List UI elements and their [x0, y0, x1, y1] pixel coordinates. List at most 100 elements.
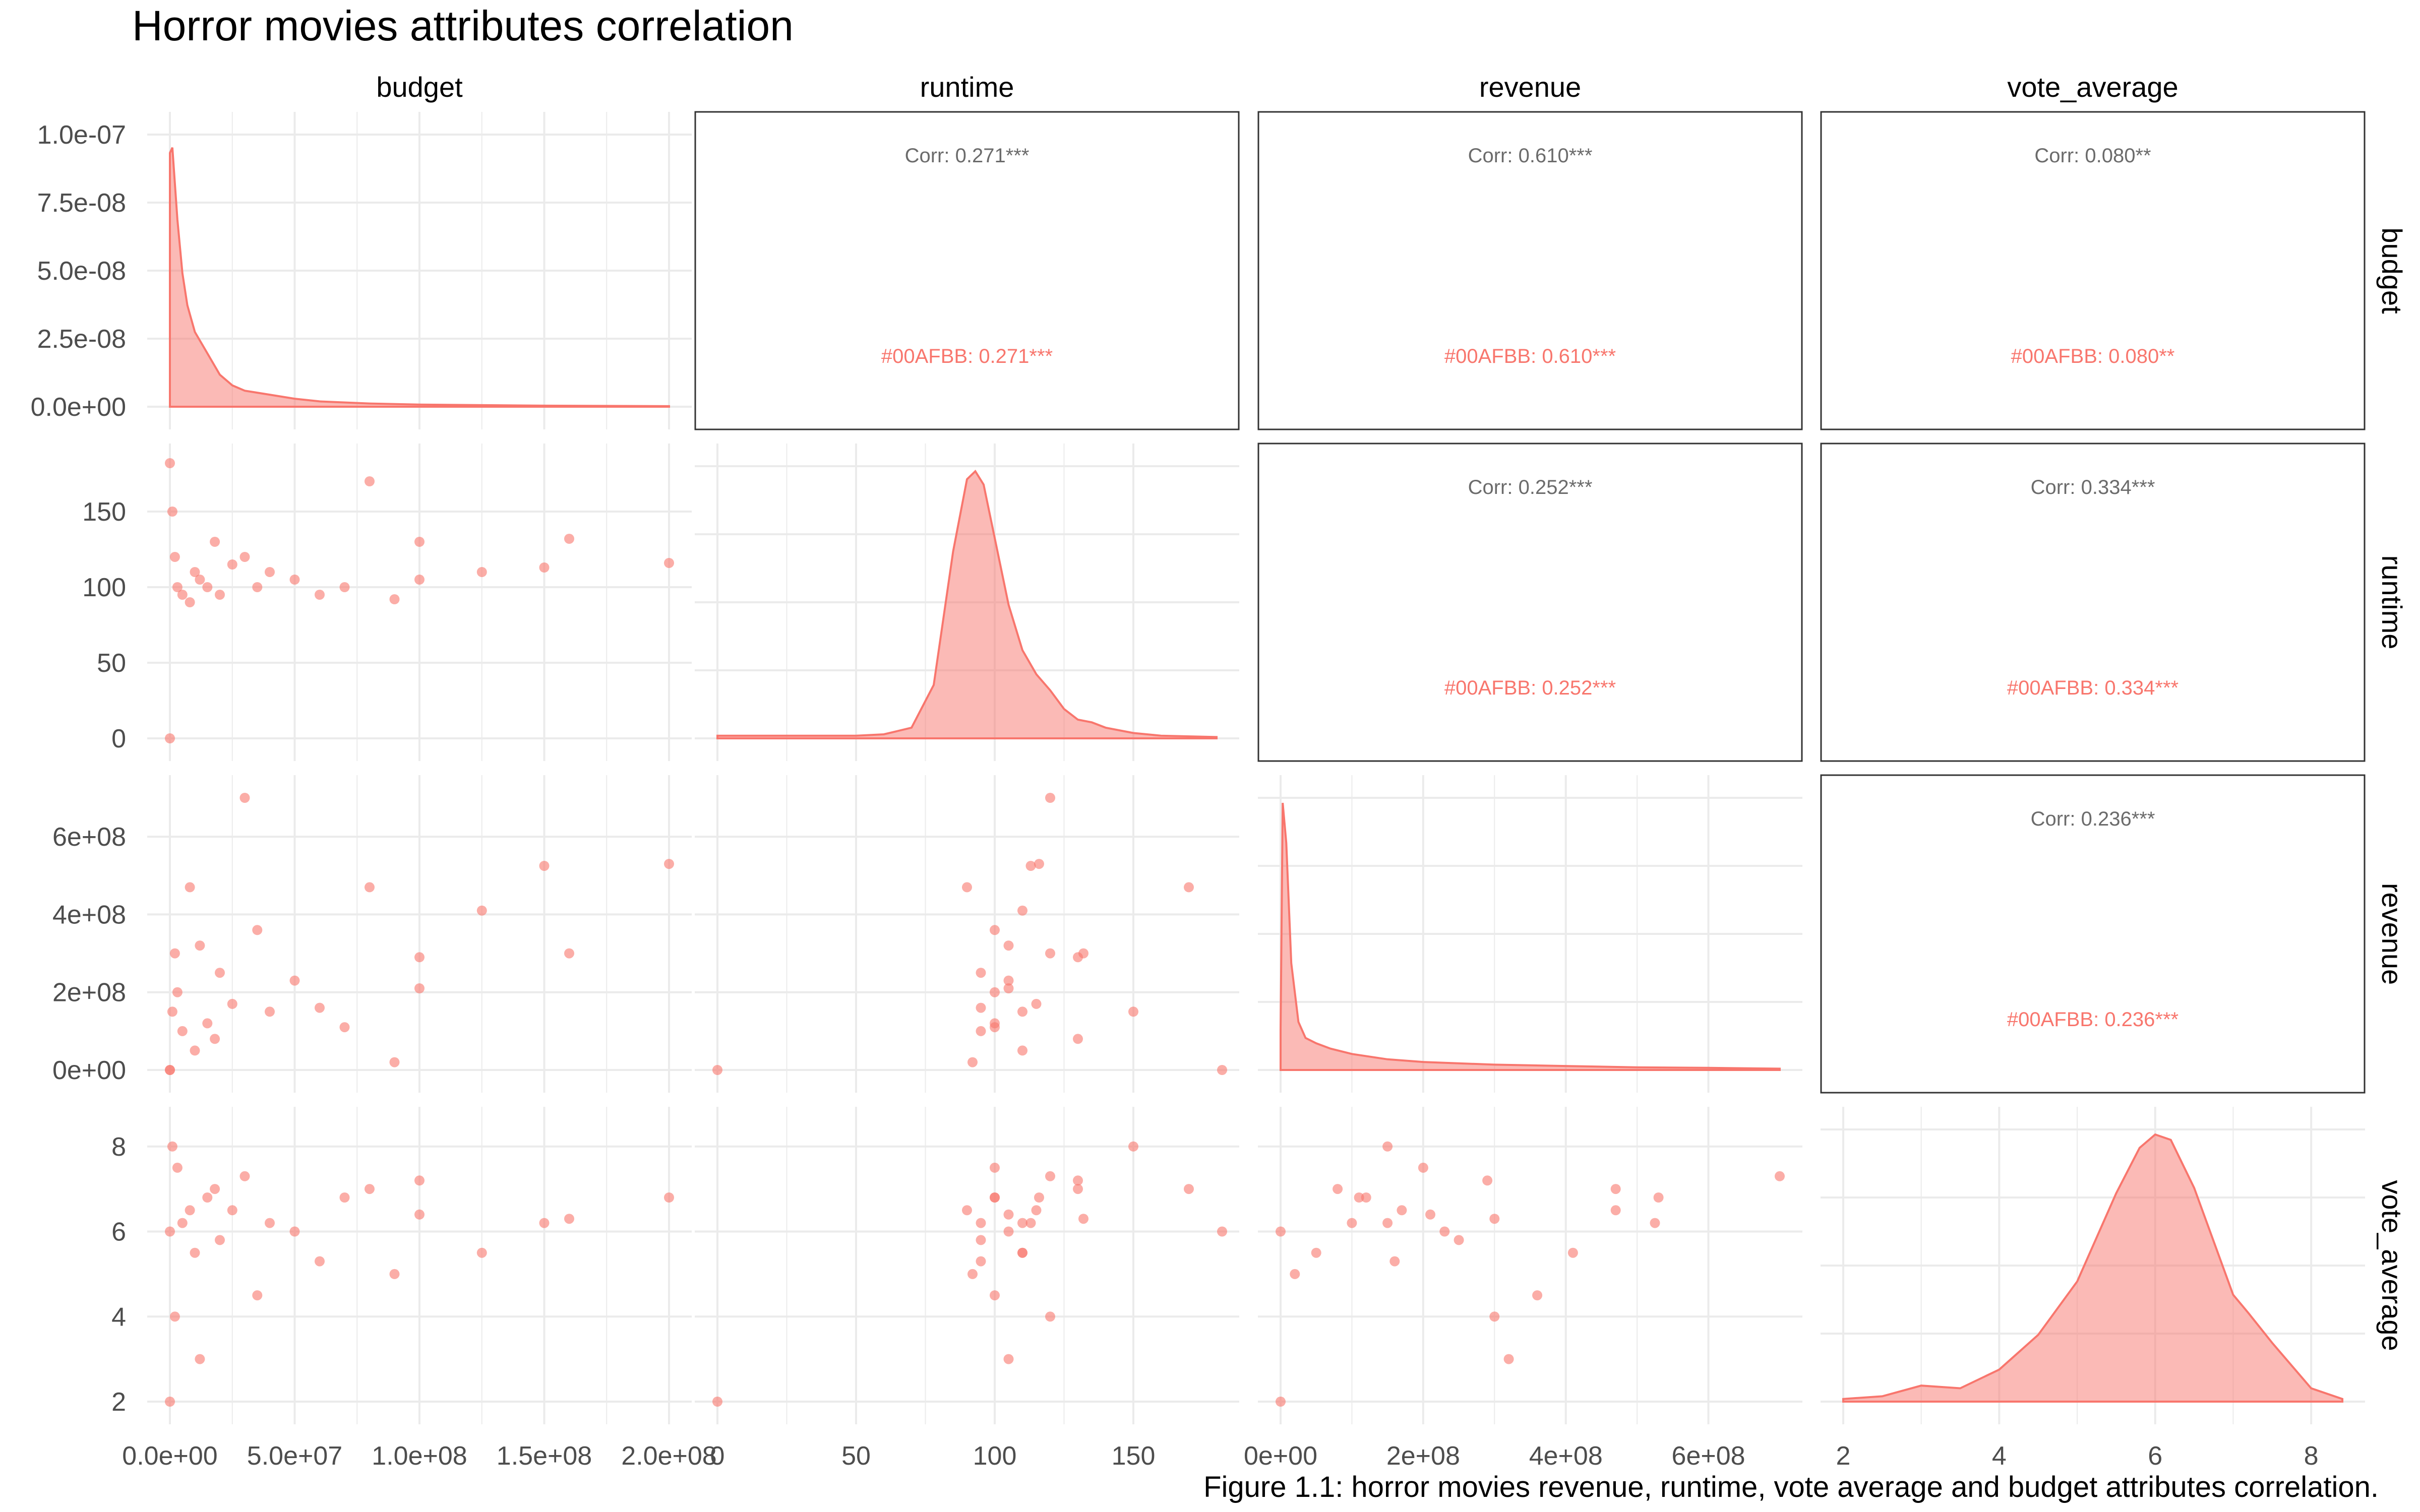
corr-overall-label: Corr: 0.080** [2034, 145, 2151, 167]
x-tick-label-runtime: 50 [841, 1441, 871, 1471]
x-tick-label-runtime: 100 [973, 1441, 1017, 1471]
scatter-point-vote_average-vs-revenue [1389, 1256, 1400, 1267]
y-tick-label-revenue: 0e+00 [52, 1056, 126, 1085]
scatter-point-revenue-vs-runtime [1017, 1006, 1027, 1017]
scatter-point-vote_average-vs-budget [365, 1184, 375, 1194]
row-label-revenue: revenue [2376, 883, 2408, 985]
corr-overall-label: Corr: 0.271*** [905, 145, 1030, 167]
scatter-point-revenue-vs-runtime [1003, 940, 1014, 951]
scatter-point-revenue-vs-budget [210, 1034, 220, 1044]
scatter-point-revenue-vs-budget [389, 1057, 400, 1067]
scatter-point-runtime-vs-budget [365, 476, 375, 486]
scatter-point-revenue-vs-runtime [1031, 998, 1042, 1009]
y-tick-label-density: 0.0e+00 [31, 393, 126, 422]
x-tick-label-budget: 1.0e+08 [372, 1441, 467, 1471]
column-label-revenue: revenue [1479, 71, 1581, 103]
scatter-point-revenue-vs-budget [165, 1065, 175, 1075]
scatter-point-runtime-vs-budget [169, 552, 180, 562]
correlation-panel-runtime-vote_average [1820, 443, 2366, 762]
scatter-point-runtime-vs-budget [315, 590, 325, 600]
scatter-point-vote_average-vs-revenue [1290, 1269, 1300, 1279]
scatter-point-runtime-vs-budget [227, 559, 237, 570]
y-tick-label-vote_average: 2 [111, 1388, 126, 1417]
scatter-point-vote_average-vs-revenue [1382, 1141, 1393, 1152]
scatter-point-vote_average-vs-budget [227, 1205, 237, 1216]
scatter-point-runtime-vs-budget [172, 582, 183, 592]
scatter-point-vote_average-vs-revenue [1347, 1218, 1357, 1228]
scatter-point-vote_average-vs-budget [165, 1397, 175, 1407]
x-tick-label-vote_average: 8 [2304, 1441, 2319, 1471]
scatter-point-runtime-vs-budget [389, 594, 400, 604]
scatter-point-vote_average-vs-budget [414, 1175, 425, 1186]
scatter-point-vote_average-vs-revenue [1532, 1290, 1543, 1301]
scatter-point-revenue-vs-runtime [1034, 859, 1044, 869]
x-tick-label-budget: 2.0e+08 [621, 1441, 716, 1471]
scatter-point-vote_average-vs-budget [167, 1141, 177, 1152]
corr-group-label: #00AFBB: 0.080** [2011, 345, 2175, 367]
scatter-point-runtime-vs-budget [165, 733, 175, 743]
scatter-point-vote_average-vs-revenue [1397, 1205, 1407, 1216]
figure-caption: Figure 1.1: horror movies revenue, runti… [1203, 1471, 2379, 1503]
scatter-point-vote_average-vs-revenue [1775, 1171, 1785, 1181]
correlation-panel-revenue-vote_average [1820, 774, 2366, 1094]
scatter-point-vote_average-vs-runtime [1217, 1226, 1227, 1237]
scatter-point-vote_average-vs-runtime [1003, 1209, 1014, 1220]
scatter-point-revenue-vs-budget [315, 1002, 325, 1013]
scatter-point-runtime-vs-budget [476, 567, 487, 577]
scatter-point-vote_average-vs-budget [190, 1247, 200, 1258]
row-label-budget: budget [2376, 227, 2408, 314]
density-curve-runtime [716, 469, 1218, 739]
scatter-point-vote_average-vs-budget [172, 1162, 183, 1173]
y-tick-label-vote_average: 8 [111, 1132, 126, 1162]
scatter-point-revenue-vs-runtime [1003, 983, 1014, 993]
density-curve-revenue [1280, 802, 1781, 1071]
scatter-point-revenue-vs-budget [476, 905, 487, 916]
scatter-point-vote_average-vs-runtime [990, 1290, 1000, 1301]
scatter-point-vote_average-vs-budget [169, 1311, 180, 1322]
scatter-point-runtime-vs-budget [564, 534, 574, 544]
scatter-point-vote_average-vs-budget [210, 1184, 220, 1194]
scatter-point-revenue-vs-runtime [1073, 1034, 1083, 1044]
scatter-point-vote_average-vs-revenue [1425, 1209, 1435, 1220]
scatter-point-vote_average-vs-runtime [990, 1192, 1000, 1203]
x-tick-label-vote_average: 2 [1836, 1441, 1851, 1471]
scatter-point-vote_average-vs-budget [252, 1290, 263, 1301]
correlation-panel-budget-runtime [694, 111, 1240, 430]
y-tick-label-runtime: 0 [111, 724, 126, 753]
scatter-point-vote_average-vs-budget [315, 1256, 325, 1267]
scatter-point-vote_average-vs-revenue [1653, 1192, 1664, 1203]
scatter-point-revenue-vs-budget [239, 793, 250, 803]
y-tick-label-density: 1.0e-07 [37, 120, 126, 150]
scatter-point-runtime-vs-budget [265, 567, 275, 577]
scatter-point-revenue-vs-runtime [976, 1026, 986, 1036]
scatter-point-vote_average-vs-runtime [976, 1218, 986, 1228]
scatter-point-revenue-vs-budget [339, 1022, 350, 1033]
scatter-point-revenue-vs-budget [169, 948, 180, 959]
scatter-point-vote_average-vs-budget [414, 1209, 425, 1220]
panel-grid: budget runtime revenue vote_averagebudgetru… [31, 71, 2408, 1471]
scatter-point-revenue-vs-budget [202, 1018, 213, 1029]
scatter-point-vote_average-vs-runtime [1031, 1205, 1042, 1216]
scatter-point-runtime-vs-budget [664, 558, 674, 568]
scatter-point-vote_average-vs-budget [202, 1192, 213, 1203]
x-tick-label-budget: 1.5e+08 [497, 1441, 592, 1471]
y-tick-label-revenue: 4e+08 [52, 900, 126, 929]
scatter-point-revenue-vs-runtime [1078, 948, 1088, 959]
x-tick-label-revenue: 2e+08 [1386, 1441, 1460, 1471]
scatter-point-vote_average-vs-runtime [976, 1256, 986, 1267]
scatter-point-vote_average-vs-budget [239, 1171, 250, 1181]
scatter-point-runtime-vs-budget [177, 590, 188, 600]
scatter-point-vote_average-vs-runtime [967, 1269, 978, 1279]
scatter-point-vote_average-vs-revenue [1610, 1184, 1621, 1194]
y-tick-label-density: 2.5e-08 [37, 325, 126, 354]
x-tick-label-vote_average: 6 [2148, 1441, 2162, 1471]
correlation-panel-runtime-revenue [1257, 443, 1803, 762]
scatter-point-revenue-vs-runtime [1017, 905, 1027, 916]
x-tick-label-vote_average: 4 [1992, 1441, 2007, 1471]
corr-overall-label: Corr: 0.334*** [2031, 476, 2155, 498]
scatter-point-revenue-vs-budget [252, 925, 263, 935]
scatter-point-runtime-vs-budget [195, 575, 205, 585]
scatter-point-vote_average-vs-runtime [1128, 1141, 1138, 1152]
scatter-point-vote_average-vs-budget [476, 1247, 487, 1258]
